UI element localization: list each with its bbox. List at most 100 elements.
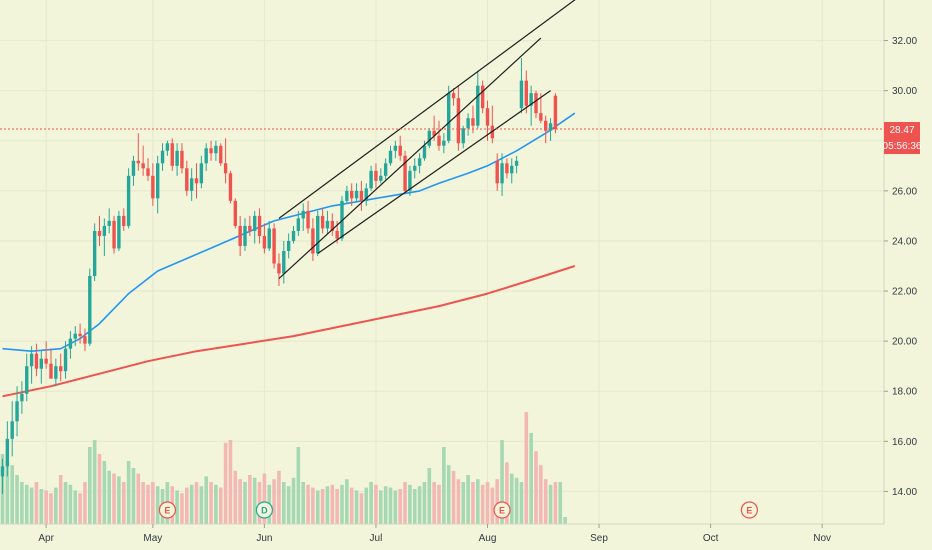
candle[interactable]: [403, 150, 407, 194]
candle[interactable]: [548, 118, 553, 141]
candle[interactable]: [248, 215, 252, 236]
candle[interactable]: [214, 140, 218, 161]
candle[interactable]: [277, 253, 281, 287]
candle[interactable]: [480, 80, 485, 114]
candle[interactable]: [461, 125, 465, 149]
candle[interactable]: [204, 143, 208, 171]
candle[interactable]: [510, 158, 514, 184]
candle[interactable]: [29, 346, 34, 384]
candle[interactable]: [519, 58, 524, 114]
trend-line[interactable]: [278, 37, 542, 279]
candle[interactable]: [223, 138, 228, 184]
candle[interactable]: [160, 143, 165, 171]
earnings-marker[interactable]: E: [158, 501, 176, 519]
candle[interactable]: [238, 215, 242, 256]
candle[interactable]: [253, 210, 257, 244]
candle[interactable]: [286, 233, 291, 259]
candle[interactable]: [524, 70, 528, 114]
candle[interactable]: [59, 353, 63, 382]
trend-channel[interactable]: [278, 0, 696, 279]
candle[interactable]: [136, 133, 140, 171]
candle[interactable]: [296, 210, 301, 236]
candle[interactable]: [408, 165, 412, 196]
candle[interactable]: [534, 90, 538, 119]
candle[interactable]: [437, 120, 441, 151]
candle[interactable]: [476, 70, 480, 129]
candle[interactable]: [78, 323, 82, 344]
candle[interactable]: [146, 158, 150, 181]
candle[interactable]: [0, 458, 5, 494]
candle[interactable]: [185, 160, 189, 196]
candle[interactable]: [228, 170, 233, 204]
candle[interactable]: [345, 185, 349, 204]
candle[interactable]: [364, 183, 368, 206]
earnings-marker[interactable]: E: [493, 501, 511, 519]
candle[interactable]: [117, 210, 121, 251]
candle[interactable]: [112, 215, 116, 254]
candle[interactable]: [553, 93, 558, 134]
candle[interactable]: [359, 180, 364, 211]
candle[interactable]: [505, 158, 509, 179]
candle[interactable]: [156, 155, 160, 214]
candle[interactable]: [369, 165, 373, 191]
candle[interactable]: [500, 153, 504, 196]
candle[interactable]: [267, 220, 271, 251]
candle[interactable]: [49, 348, 53, 379]
candle[interactable]: [529, 85, 533, 126]
candle[interactable]: [257, 208, 262, 244]
candle[interactable]: [25, 353, 29, 402]
candle[interactable]: [92, 223, 97, 282]
candle[interactable]: [379, 168, 383, 184]
candle[interactable]: [199, 155, 204, 189]
candle[interactable]: [291, 225, 296, 244]
candle[interactable]: [442, 133, 446, 154]
candle[interactable]: [320, 208, 325, 234]
candle[interactable]: [151, 163, 155, 206]
earnings-marker[interactable]: E: [740, 501, 759, 519]
candle[interactable]: [165, 140, 170, 156]
candle[interactable]: [39, 351, 43, 384]
candlesticks[interactable]: [0, 58, 558, 494]
candle[interactable]: [175, 143, 179, 176]
candle[interactable]: [354, 183, 359, 201]
candle[interactable]: [456, 85, 461, 151]
candle[interactable]: [126, 168, 131, 229]
candle[interactable]: [122, 208, 126, 231]
candle[interactable]: [393, 140, 398, 159]
candle[interactable]: [170, 138, 174, 171]
candle[interactable]: [350, 183, 354, 206]
candle[interactable]: [495, 153, 499, 191]
candle[interactable]: [34, 343, 39, 377]
candle[interactable]: [189, 168, 194, 201]
candle[interactable]: [102, 218, 107, 256]
candle[interactable]: [243, 218, 247, 251]
candle[interactable]: [73, 326, 77, 347]
candle[interactable]: [374, 163, 378, 189]
candle[interactable]: [44, 341, 48, 369]
candle[interactable]: [262, 223, 267, 254]
candle[interactable]: [301, 203, 305, 231]
price-axis-panel[interactable]: [884, 0, 932, 550]
candle[interactable]: [325, 210, 330, 234]
candle[interactable]: [422, 140, 427, 161]
candle[interactable]: [451, 88, 456, 106]
candle[interactable]: [398, 135, 402, 161]
candle[interactable]: [383, 158, 388, 181]
candle[interactable]: [466, 113, 470, 136]
dividend-marker[interactable]: D: [255, 501, 273, 519]
trend-line[interactable]: [317, 90, 551, 254]
candle[interactable]: [514, 155, 519, 174]
candle[interactable]: [311, 218, 315, 261]
candle[interactable]: [427, 128, 431, 149]
candle[interactable]: [544, 115, 548, 144]
candle[interactable]: [272, 223, 276, 269]
candle[interactable]: [447, 85, 451, 144]
candle[interactable]: [209, 140, 213, 161]
candle[interactable]: [219, 143, 223, 166]
candle[interactable]: [233, 198, 237, 229]
candle[interactable]: [180, 143, 184, 174]
candle[interactable]: [63, 341, 68, 379]
